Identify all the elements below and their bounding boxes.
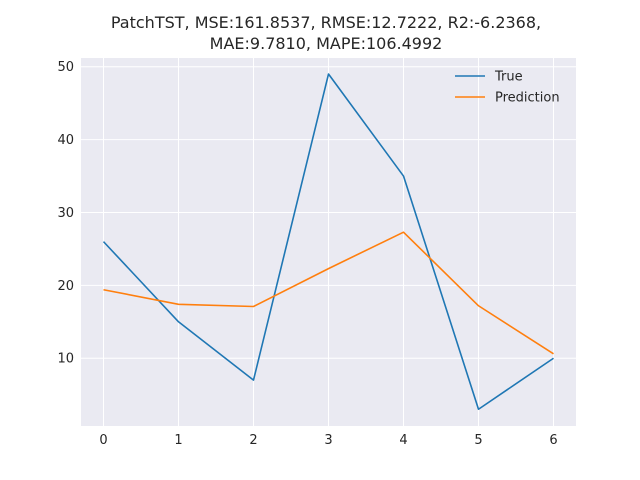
- y-tick-label: 50: [57, 60, 74, 75]
- x-tick-label: 6: [549, 433, 557, 448]
- y-tick-label: 20: [57, 279, 74, 294]
- legend: True Prediction: [455, 70, 560, 106]
- x-tick-label: 0: [99, 433, 107, 448]
- x-tick-label: 1: [174, 433, 182, 448]
- x-tick-label: 5: [474, 433, 482, 448]
- legend-label: True: [494, 70, 523, 85]
- chart-title-line-2: MAE:9.7810, MAPE:106.4992: [210, 34, 443, 53]
- y-tick-label: 30: [57, 206, 74, 221]
- series-line-prediction: [103, 231, 554, 355]
- y-tick-label: 40: [57, 133, 74, 148]
- x-tick-label: 2: [249, 433, 257, 448]
- y-tick-label: 10: [57, 352, 74, 367]
- ticks-layer: 0 1 2 3 4 5 6 10 20 30 40 50: [57, 60, 557, 448]
- x-tick-label: 4: [399, 433, 407, 448]
- x-tick-label: 3: [324, 433, 332, 448]
- series-layer: [102, 73, 554, 411]
- grid-layer: [81, 58, 576, 426]
- series-line-true: [102, 73, 554, 411]
- legend-label: Prediction: [495, 91, 560, 106]
- chart-title-line-1: PatchTST, MSE:161.8537, RMSE:12.7222, R2…: [111, 13, 541, 32]
